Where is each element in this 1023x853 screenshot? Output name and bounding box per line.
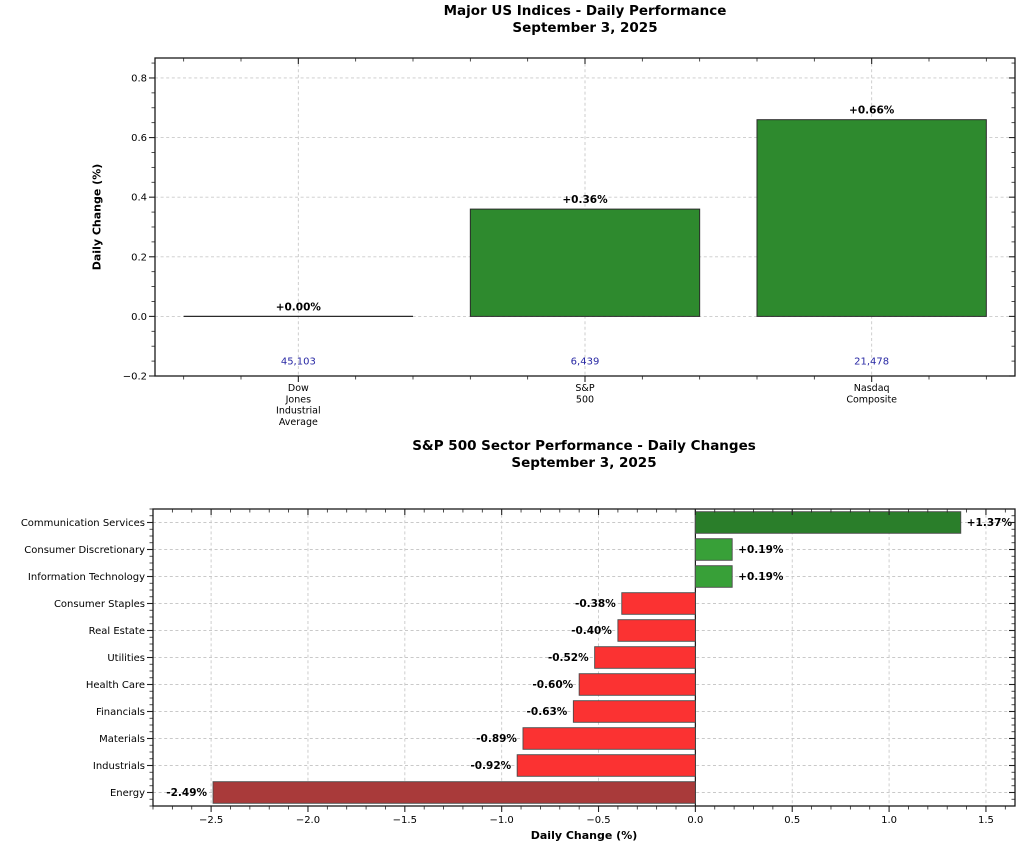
x-tick-label: 1.5 (978, 815, 994, 826)
bar (516, 754, 696, 777)
x-category-label: Nasdaq Composite (846, 383, 897, 405)
x-category-label: Dow Jones Industrial Average (276, 383, 321, 428)
bar (594, 646, 696, 669)
bar (572, 700, 696, 723)
x-category-label: S&P 500 (575, 383, 594, 405)
bar-value-label: +0.00% (276, 301, 322, 313)
sectors-chart-title: S&P 500 Sector Performance - Daily Chang… (412, 438, 756, 454)
sectors-chart-subtitle: September 3, 2025 (511, 455, 657, 471)
sector-label: Industrials (93, 761, 145, 772)
index-level-label: 45,103 (281, 357, 316, 368)
sector-label: Real Estate (89, 626, 145, 637)
bar-value-label: -0.52% (548, 652, 589, 664)
sector-label: Information Technology (28, 572, 145, 583)
x-tick-label: 1.0 (881, 815, 897, 826)
sectors-x-axis-label: Daily Change (%) (530, 829, 638, 842)
sector-label: Communication Services (21, 518, 145, 529)
bar (621, 592, 696, 615)
indices-chart-title: Major US Indices - Daily Performance (443, 3, 727, 19)
x-tick-label: −2.5 (199, 815, 223, 826)
plot-border (152, 508, 1016, 807)
index-level-label: 6,439 (571, 357, 600, 368)
bar-value-label: +1.37% (967, 517, 1013, 529)
x-tick-label: −2.0 (296, 815, 320, 826)
plot-border (154, 57, 1016, 377)
bar (522, 727, 696, 750)
bar (694, 511, 962, 534)
bar-value-label: +0.66% (849, 105, 895, 117)
sector-label: Utilities (107, 653, 145, 664)
indices-y-axis-label: Daily Change (%) (90, 163, 104, 271)
y-tick-label: 0.4 (131, 193, 147, 204)
x-tick-label: −0.5 (586, 815, 610, 826)
sector-label: Consumer Staples (54, 599, 145, 610)
sector-label: Health Care (86, 680, 145, 691)
bar-value-label: +0.19% (738, 544, 784, 556)
bar-value-label: -0.60% (532, 679, 573, 691)
bar-value-label: +0.19% (738, 571, 784, 583)
x-tick-label: −1.0 (490, 815, 514, 826)
bar (756, 119, 987, 317)
bar (694, 538, 733, 561)
bar-value-label: -0.40% (571, 625, 612, 637)
bar-value-label: -0.38% (575, 598, 616, 610)
bar-value-label: -0.63% (527, 706, 568, 718)
bar (469, 208, 701, 317)
bar-value-label: +0.36% (562, 194, 608, 206)
sector-label: Materials (99, 734, 145, 745)
sector-label: Financials (96, 707, 145, 718)
y-tick-label: 0.2 (131, 252, 147, 263)
bar (212, 781, 696, 804)
y-tick-label: 0.8 (131, 73, 147, 84)
indices-chart-subtitle: September 3, 2025 (512, 20, 658, 36)
x-tick-label: 0.5 (784, 815, 800, 826)
sector-label: Energy (110, 788, 145, 799)
bar (617, 619, 696, 642)
index-level-label: 21,478 (854, 357, 889, 368)
bar (578, 673, 696, 696)
x-tick-label: 0.0 (687, 815, 703, 826)
bar-value-label: -0.89% (476, 733, 517, 745)
x-tick-label: −1.5 (393, 815, 417, 826)
bar (694, 565, 733, 588)
y-tick-label: 0.0 (131, 312, 147, 323)
sector-label: Consumer Discretionary (24, 545, 145, 556)
bar-value-label: -2.49% (166, 787, 207, 799)
bar-value-label: -0.92% (470, 760, 511, 772)
y-tick-label: −0.2 (123, 372, 147, 383)
y-tick-label: 0.6 (131, 133, 147, 144)
